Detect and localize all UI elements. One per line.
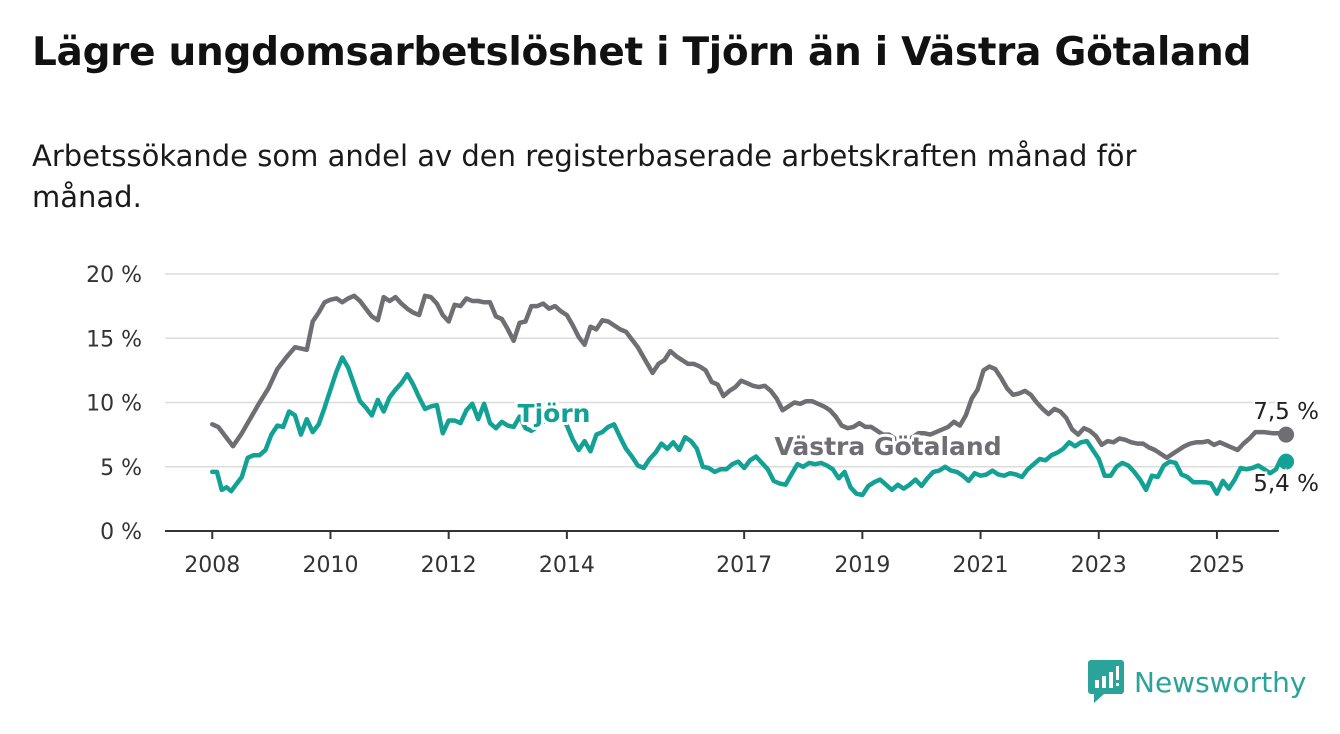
end-point-v-stra-g-taland [1278,426,1295,443]
series-label-v-stra-g-taland: Västra Götaland [774,432,1001,461]
x-tick-label: 2023 [1071,553,1127,578]
x-tick-label: 2019 [834,553,890,578]
y-tick-label: 10 % [86,392,142,417]
end-value-label-v-stra-g-taland: 7,5 % [1253,399,1319,425]
y-tick-label: 20 % [86,263,142,288]
bar-chart-speech-bubble-icon [1088,660,1124,703]
brand-logo: Newsworthy [1088,660,1307,704]
brand-name: Newsworthy [1134,665,1307,699]
y-tick-label: 15 % [86,327,142,352]
x-tick-label: 2017 [716,553,772,578]
chart-subtitle: Arbetssökande som andel av den registerb… [32,139,1137,214]
series-line-tj-rn [210,355,1289,498]
end-point-tj-rn [1278,453,1295,470]
x-tick-label: 2012 [421,553,477,578]
series-line-v-stra-g-taland [210,293,1289,461]
x-tick-label: 2025 [1189,553,1245,578]
y-tick-label: 5 % [100,456,142,481]
end-value-label-tj-rn: 5,4 % [1253,471,1319,497]
x-tick-label: 2014 [539,553,595,578]
x-tick-label: 2010 [302,553,358,578]
y-tick-label: 0 % [100,520,142,545]
series-label-tj-rn: Tjörn [518,399,591,428]
x-tick-label: 2021 [953,553,1009,578]
x-tick-label: 2008 [184,553,240,578]
chart-title: Lägre ungdomsarbetslöshet i Tjörn än i V… [32,30,1252,75]
